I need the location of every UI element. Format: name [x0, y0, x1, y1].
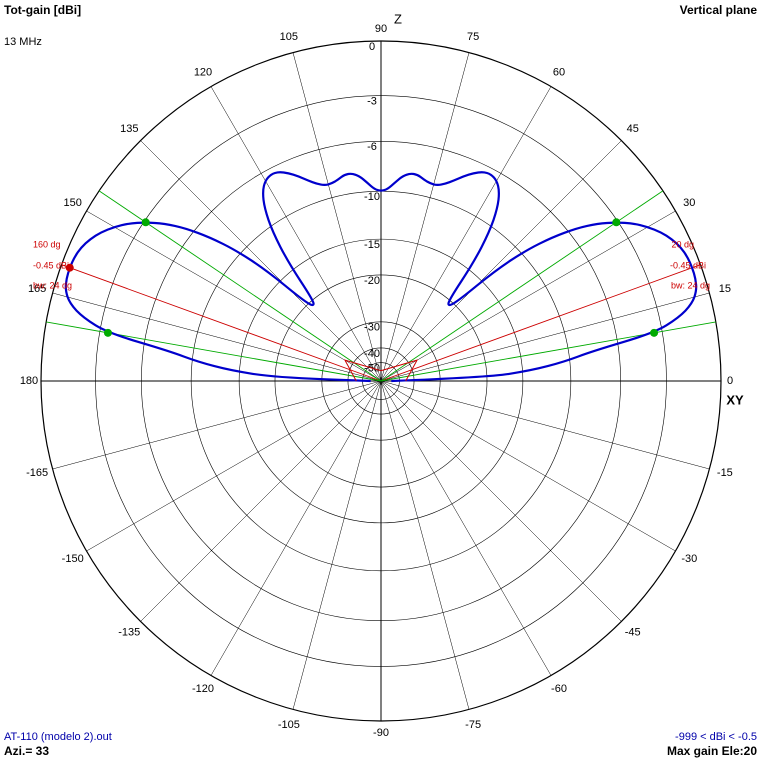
gain-range: -999 < dBi < -0.5 — [675, 731, 757, 743]
angle-tick-label: 180 — [20, 375, 38, 387]
xy-axis-label: XY — [726, 392, 744, 407]
grid-spoke — [380, 140, 622, 382]
angle-tick-label: 150 — [64, 197, 82, 209]
half-power-line — [380, 190, 664, 382]
angle-tick-label: 0 — [727, 375, 733, 387]
plane-label: Vertical plane — [679, 3, 757, 17]
grid-spoke — [380, 380, 552, 676]
grid-spoke — [210, 380, 382, 676]
beam-direction-line — [61, 264, 382, 382]
angle-tick-label: 30 — [683, 197, 695, 209]
radial-tick-label: -6 — [367, 141, 377, 153]
chart-title: Tot-gain [dBi] — [4, 3, 82, 17]
half-power-line — [98, 190, 382, 382]
angle-tick-label: -60 — [551, 683, 567, 695]
angle-tick-label: -15 — [717, 467, 733, 479]
half-power-marker — [103, 328, 112, 337]
angle-tick-label: 60 — [553, 67, 565, 79]
angle-tick-label: 90 — [375, 23, 387, 35]
grid-spoke — [140, 140, 382, 382]
angle-tick-label: -120 — [192, 683, 214, 695]
beam-bw-label: bw: 24 dg — [33, 280, 72, 290]
beam-angle-label: 20 dg — [671, 239, 694, 249]
beam-gain-label: -0.45 dBi — [33, 260, 69, 270]
half-power-line — [46, 321, 382, 382]
grid-spoke — [86, 380, 382, 552]
grid-spoke — [380, 86, 552, 382]
beam-gain-label: -0.45 dBi — [670, 260, 706, 270]
grid-spoke — [210, 86, 382, 382]
radial-tick-label: -40 — [364, 348, 380, 360]
radial-tick-label: -15 — [364, 239, 380, 251]
grid-spoke — [292, 52, 382, 382]
angle-tick-label: -45 — [625, 627, 641, 639]
grid-spoke — [292, 380, 382, 710]
radial-tick-label: -3 — [367, 95, 377, 107]
angle-tick-label: 45 — [627, 123, 639, 135]
half-power-marker — [650, 328, 659, 337]
angle-tick-label: 15 — [719, 283, 731, 295]
reference-wedge — [343, 359, 419, 382]
half-power-marker — [612, 218, 621, 227]
angle-tick-label: -30 — [681, 553, 697, 565]
angle-tick-label: -75 — [465, 719, 481, 731]
azimuth-label: Azi.= 33 — [4, 744, 50, 758]
grid-spoke — [380, 380, 710, 470]
angle-tick-label: -135 — [118, 627, 140, 639]
grid-spoke — [380, 210, 676, 382]
grid-spoke — [380, 52, 470, 382]
angle-tick-label: -90 — [373, 727, 389, 739]
gain-pattern-line — [64, 171, 698, 383]
file-name: AT-110 (modelo 2).out — [4, 731, 112, 743]
max-gain-label: Max gain Ele:20 — [666, 744, 757, 758]
grid-spoke — [52, 292, 382, 382]
grid-spoke — [140, 380, 382, 622]
grid-spoke — [380, 380, 470, 710]
grid-spoke — [380, 380, 676, 552]
radial-tick-label: -10 — [364, 191, 380, 203]
half-power-marker — [141, 218, 150, 227]
angle-tick-label: -165 — [26, 467, 48, 479]
angle-tick-label: -150 — [62, 553, 84, 565]
angle-tick-label: 135 — [120, 123, 138, 135]
z-axis-label: Z — [394, 11, 402, 26]
grid-spoke — [380, 292, 710, 382]
beam-bw-label: bw: 24 dg — [671, 280, 710, 290]
beam-angle-label: 160 dg — [33, 239, 61, 249]
radial-tick-label: -20 — [364, 275, 380, 287]
beam-direction-line — [380, 264, 701, 382]
radial-tick-label: 0 — [369, 41, 375, 53]
frequency-label: 13 MHz — [4, 36, 42, 48]
radial-tick-label: -30 — [364, 322, 380, 334]
angle-tick-label: 75 — [467, 31, 479, 43]
angle-tick-label: 165 — [28, 283, 46, 295]
beam-max-marker — [65, 263, 74, 272]
angle-tick-label: -105 — [278, 719, 300, 731]
grid-spoke — [380, 380, 622, 622]
grid-spoke — [86, 210, 382, 382]
half-power-line — [380, 321, 716, 382]
angle-tick-label: 120 — [194, 67, 212, 79]
angle-tick-label: 105 — [280, 31, 298, 43]
grid-spoke — [52, 380, 382, 470]
